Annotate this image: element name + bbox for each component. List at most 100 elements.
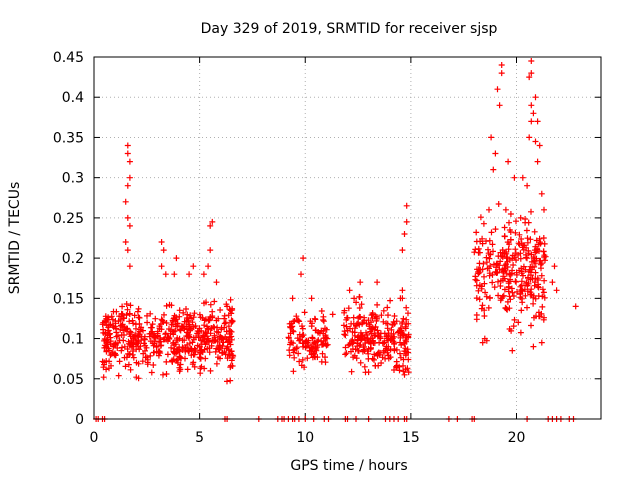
- data-point: [228, 317, 235, 324]
- x-tick-label: 5: [195, 430, 204, 446]
- data-point: [110, 308, 117, 315]
- data-point: [295, 317, 302, 324]
- data-point: [513, 218, 519, 225]
- data-point: [202, 329, 209, 336]
- data-point: [523, 244, 530, 251]
- data-point: [525, 280, 532, 287]
- data-point: [538, 339, 545, 346]
- data-point: [148, 369, 155, 376]
- data-point: [217, 333, 223, 340]
- data-point: [300, 255, 307, 262]
- data-point: [524, 255, 530, 262]
- data-point: [177, 327, 184, 334]
- data-point: [159, 317, 166, 324]
- data-point: [199, 315, 206, 321]
- data-point: [182, 355, 188, 362]
- data-point: [184, 366, 191, 373]
- data-point: [527, 236, 534, 243]
- data-point: [124, 150, 131, 157]
- data-point: [213, 345, 220, 352]
- data-point: [106, 358, 113, 365]
- data-point: [218, 336, 225, 343]
- data-point: [309, 320, 315, 327]
- data-point: [224, 303, 231, 310]
- x-tick-label: 10: [296, 430, 314, 446]
- data-point: [120, 315, 127, 321]
- data-point: [495, 292, 502, 299]
- data-point: [311, 315, 318, 322]
- data-point: [517, 214, 524, 221]
- data-point: [507, 211, 514, 217]
- data-point: [483, 238, 489, 245]
- data-point: [481, 280, 488, 287]
- data-point: [344, 314, 350, 321]
- data-point: [353, 355, 360, 362]
- data-point: [296, 358, 303, 365]
- data-point: [498, 253, 505, 259]
- data-point: [126, 158, 133, 165]
- data-point: [308, 295, 315, 302]
- data-point: [522, 292, 529, 299]
- data-point: [483, 254, 490, 261]
- data-point: [348, 368, 355, 375]
- data-point: [536, 142, 543, 149]
- data-point: [405, 356, 412, 363]
- data-point: [403, 338, 410, 345]
- data-point: [136, 331, 143, 338]
- data-point: [139, 358, 146, 365]
- data-point: [176, 353, 183, 360]
- data-point: [141, 335, 148, 342]
- data-point: [510, 323, 517, 330]
- data-point: [517, 329, 524, 336]
- data-point: [287, 323, 293, 330]
- data-point: [230, 353, 237, 359]
- data-point: [126, 222, 133, 229]
- data-point: [313, 347, 320, 354]
- data-point: [144, 359, 151, 366]
- data-point: [341, 328, 348, 335]
- data-point: [356, 305, 363, 311]
- data-point: [298, 271, 304, 278]
- data-point: [173, 255, 180, 262]
- data-point: [125, 361, 132, 368]
- data-point: [213, 360, 220, 367]
- data-point: [364, 331, 370, 338]
- data-point: [188, 352, 195, 359]
- data-point: [517, 255, 524, 262]
- data-point: [508, 270, 515, 277]
- data-point: [163, 371, 170, 377]
- data-point: [396, 327, 403, 334]
- data-point: [290, 347, 297, 354]
- data-point: [219, 343, 226, 349]
- data-point: [211, 298, 218, 305]
- data-point: [479, 235, 486, 242]
- data-point: [118, 347, 125, 354]
- y-tick-label: 0.35: [53, 130, 84, 146]
- data-point: [343, 323, 350, 330]
- data-point: [532, 275, 539, 282]
- data-point: [223, 336, 230, 343]
- data-point: [162, 271, 169, 278]
- data-point: [393, 346, 400, 353]
- data-point: [228, 357, 235, 364]
- data-point: [538, 190, 545, 197]
- data-point: [501, 233, 508, 240]
- y-tick-label: 0.25: [53, 211, 84, 227]
- data-point: [490, 166, 497, 173]
- data-point: [110, 324, 117, 331]
- data-point: [531, 282, 538, 289]
- data-point: [104, 339, 111, 346]
- data-point: [170, 321, 176, 328]
- data-point: [507, 278, 513, 285]
- data-point: [533, 248, 540, 255]
- data-point: [476, 269, 483, 276]
- data-point: [196, 343, 203, 350]
- data-point: [530, 300, 537, 307]
- data-point: [516, 267, 523, 274]
- data-point: [488, 229, 495, 236]
- data-point: [472, 273, 479, 280]
- data-point: [400, 315, 407, 322]
- data-point: [526, 267, 533, 273]
- data-point: [307, 344, 314, 351]
- data-point: [196, 311, 203, 318]
